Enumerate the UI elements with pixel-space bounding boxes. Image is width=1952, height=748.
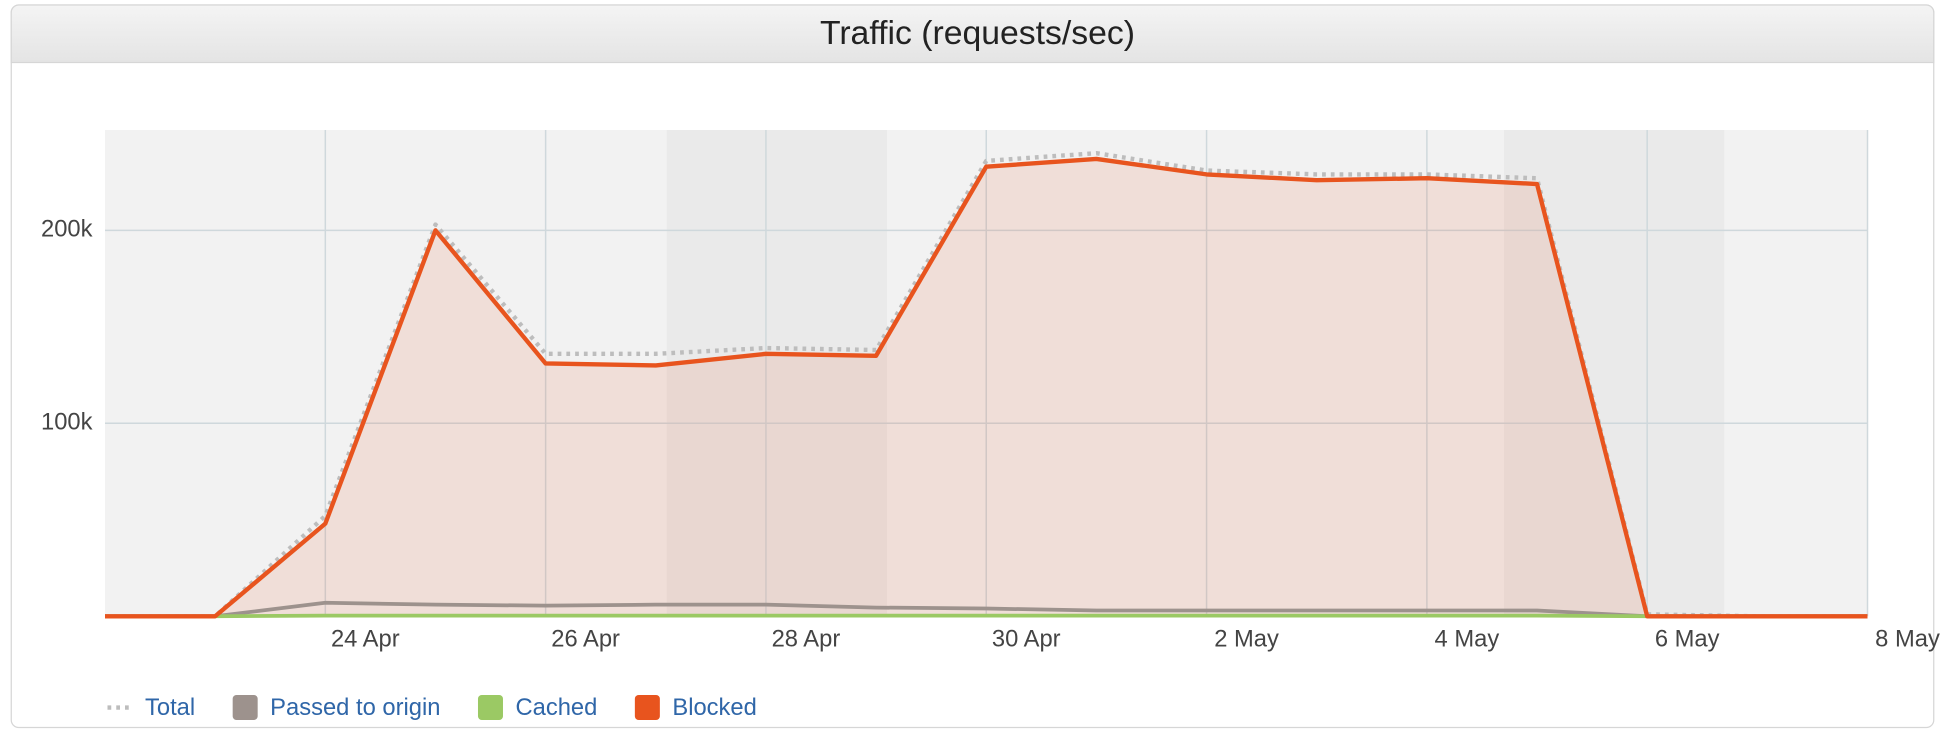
x-tick-label: 26 Apr	[551, 625, 620, 652]
legend-swatch	[634, 695, 660, 720]
panel-header	[10, 4, 1935, 64]
chart-title: Traffic (requests/sec)	[820, 14, 1135, 52]
series-line	[105, 156, 1868, 619]
legend-swatch	[232, 695, 258, 720]
series-line	[105, 613, 1868, 619]
series-line	[105, 600, 1868, 619]
legend-swatch	[477, 695, 503, 720]
weekend-band	[1503, 130, 1725, 617]
series-area	[105, 158, 1868, 617]
legend-label[interactable]: Passed to origin	[270, 694, 440, 721]
x-tick-label: 6 May	[1655, 625, 1720, 652]
x-tick-label: 28 Apr	[772, 625, 841, 652]
y-tick-label: 200k	[41, 216, 93, 243]
x-tick-label: 4 May	[1435, 625, 1500, 652]
x-tick-label: 30 Apr	[992, 625, 1061, 652]
x-tick-label: 8 May	[1875, 625, 1940, 652]
legend-label[interactable]: Blocked	[672, 694, 756, 721]
y-tick-label: 100k	[41, 409, 93, 436]
x-tick-label: 24 Apr	[331, 625, 400, 652]
legend-label[interactable]: Total	[145, 694, 195, 721]
weekend-band	[666, 130, 888, 617]
series-line	[105, 150, 1868, 619]
legend-label[interactable]: Cached	[515, 694, 597, 721]
x-tick-label: 2 May	[1214, 625, 1279, 652]
